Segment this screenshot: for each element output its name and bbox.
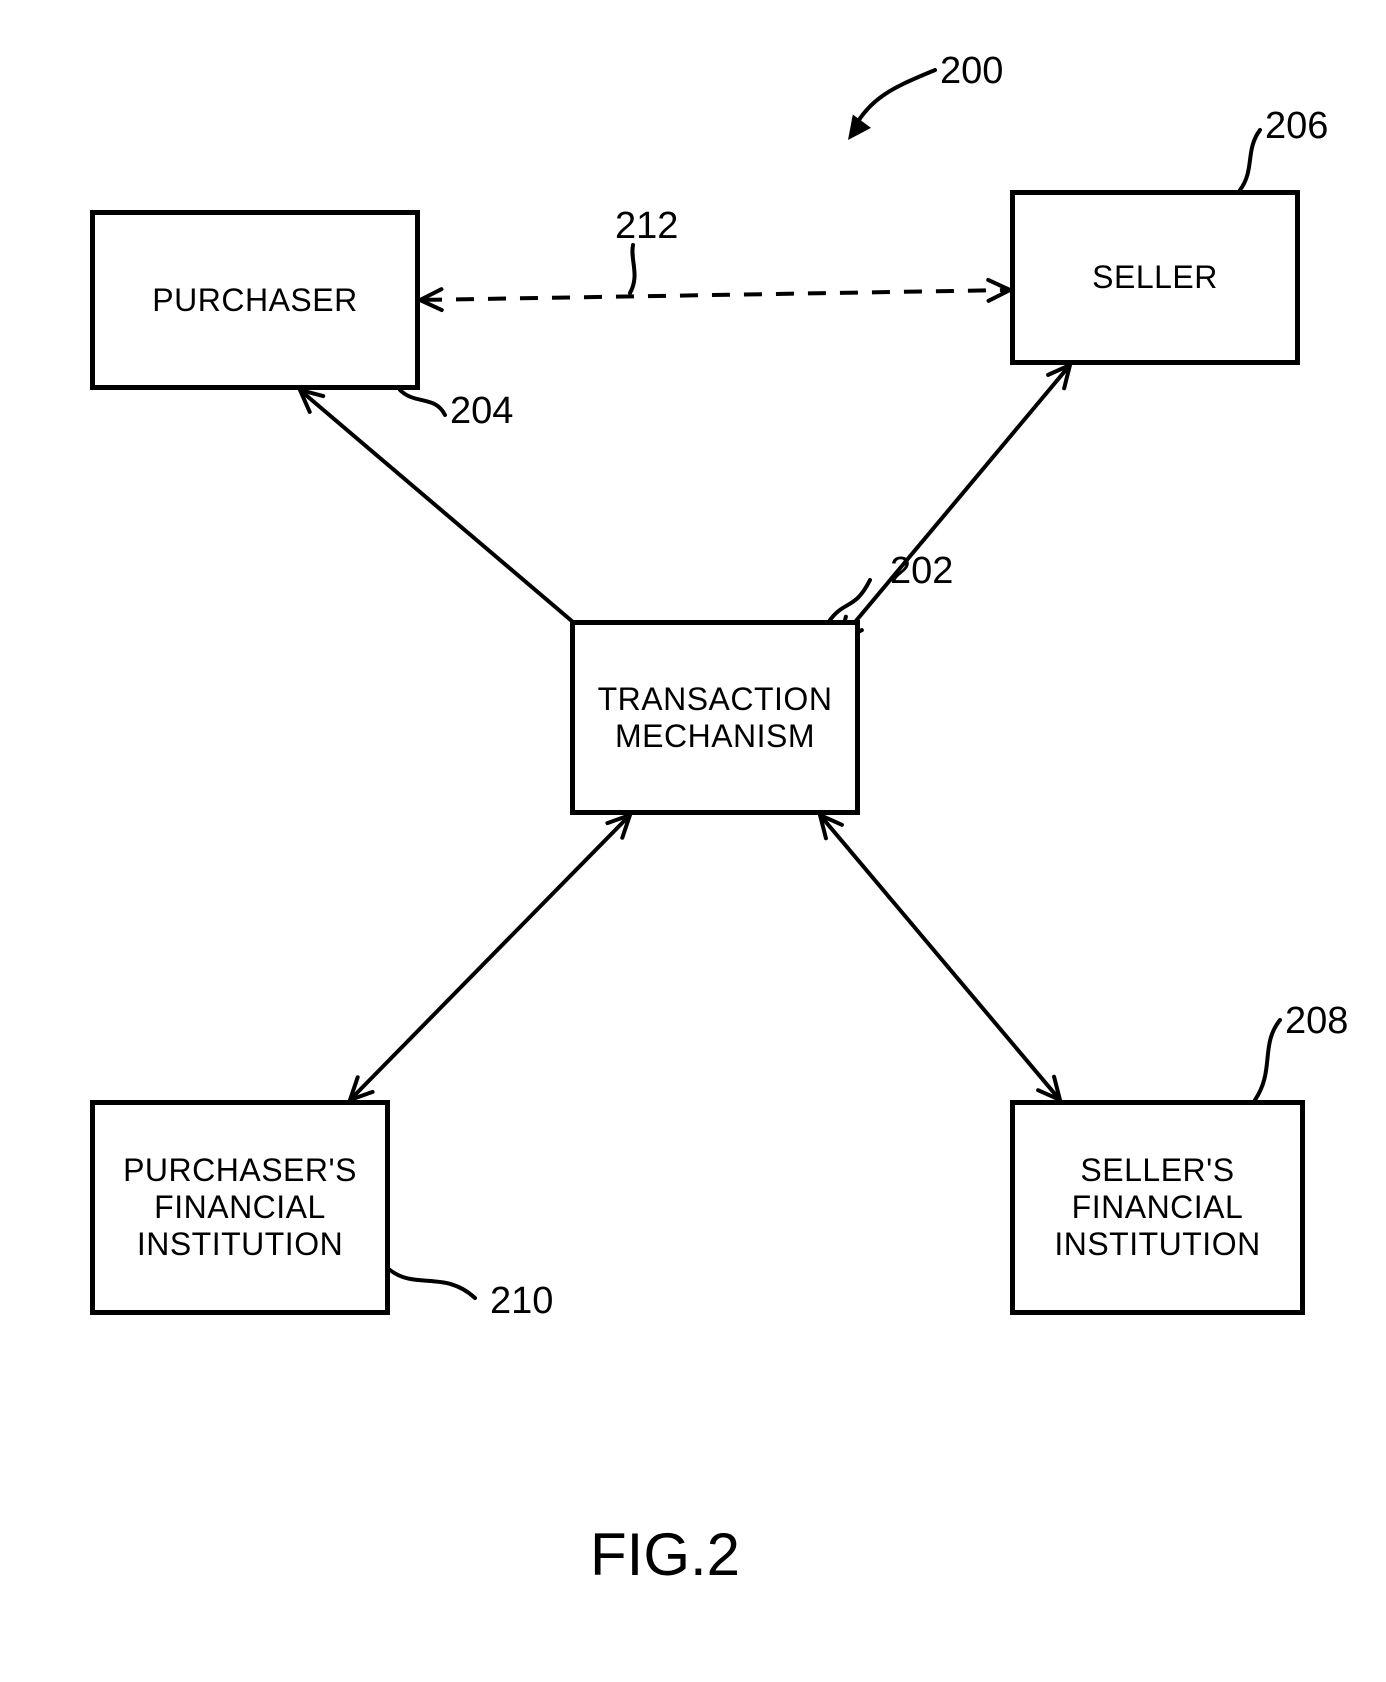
ref-208: 208	[1285, 1000, 1348, 1043]
node-transaction-mechanism: TRANSACTION MECHANISM	[570, 620, 860, 815]
ref-200: 200	[940, 50, 1003, 93]
figure-caption: FIG.2	[590, 1520, 740, 1589]
ref-210: 210	[490, 1280, 553, 1323]
node-purchaser-financial-institution: PURCHASER'S FINANCIAL INSTITUTION	[90, 1100, 390, 1315]
node-sfi-label: SELLER'S FINANCIAL INSTITUTION	[1054, 1152, 1260, 1262]
ref-202: 202	[890, 550, 953, 593]
ref-206: 206	[1265, 105, 1328, 148]
node-seller-label: SELLER	[1092, 259, 1218, 296]
node-transaction-label: TRANSACTION MECHANISM	[598, 681, 833, 755]
node-seller: SELLER	[1010, 190, 1300, 365]
node-purchaser: PURCHASER	[90, 210, 420, 390]
node-pfi-label: PURCHASER'S FINANCIAL INSTITUTION	[123, 1152, 357, 1262]
diagram-stage: PURCHASER SELLER TRANSACTION MECHANISM P…	[0, 0, 1386, 1682]
node-seller-financial-institution: SELLER'S FINANCIAL INSTITUTION	[1010, 1100, 1305, 1315]
ref-212: 212	[615, 205, 678, 248]
ref-204: 204	[450, 390, 513, 433]
node-purchaser-label: PURCHASER	[152, 282, 357, 319]
